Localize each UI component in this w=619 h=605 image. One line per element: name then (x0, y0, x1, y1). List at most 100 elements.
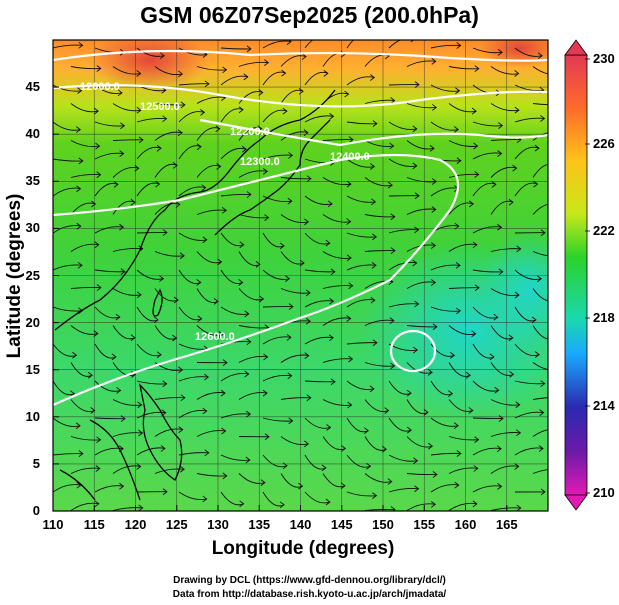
streamline (262, 417, 293, 422)
streamline-arrow (244, 310, 250, 318)
streamline-arrow (346, 315, 352, 322)
streamline-arrow (76, 481, 82, 489)
streamline-arrow (559, 102, 563, 108)
colorbar-bottom-arrow (564, 494, 588, 511)
streamline-arrow (410, 40, 415, 43)
streamline-arrow (538, 445, 544, 452)
streamline (112, 200, 136, 215)
streamline-arrow (260, 479, 266, 486)
streamline-arrow (384, 407, 390, 414)
streamline-arrow (412, 259, 418, 267)
streamline-arrow (448, 390, 454, 398)
streamline-arrow (497, 482, 503, 490)
streamline (53, 225, 81, 234)
streamline (472, 380, 499, 392)
streamline-arrow (119, 482, 125, 490)
streamline (346, 342, 377, 345)
streamline-arrow (282, 462, 288, 470)
streamline-arrow (304, 218, 310, 226)
streamline-arrow (155, 180, 161, 188)
streamline-arrow (93, 330, 99, 338)
streamline (196, 325, 224, 336)
streamline-arrow (454, 481, 460, 489)
streamline (346, 40, 355, 49)
streamline (448, 103, 477, 113)
streamline-arrow (306, 175, 312, 183)
streamline (136, 146, 162, 160)
streamline-arrow (325, 239, 331, 247)
streamline (238, 356, 268, 363)
streamline (94, 269, 125, 273)
streamline (490, 507, 521, 511)
streamline (304, 40, 314, 49)
streamline (136, 306, 159, 322)
streamline (430, 380, 453, 396)
streamline-arrow (329, 113, 335, 120)
streamline (304, 491, 331, 504)
x-axis-label: Longitude (degrees) (211, 538, 395, 559)
streamline (448, 362, 471, 377)
streamline-arrow (162, 229, 168, 236)
streamline (178, 376, 209, 382)
streamline (406, 473, 437, 476)
streamline (304, 454, 327, 470)
streamline-arrow (172, 334, 178, 342)
streamline (532, 325, 548, 340)
x-tick-label: 150 (372, 517, 394, 532)
streamline (136, 343, 162, 357)
streamline (70, 243, 99, 252)
streamline-arrow (94, 500, 100, 508)
streamline (70, 287, 101, 289)
streamline (220, 193, 251, 197)
streamline (430, 121, 459, 131)
streamline-arrow (264, 214, 270, 221)
streamline (262, 336, 292, 345)
streamline-arrow (496, 445, 502, 453)
streamline-arrow (134, 164, 140, 172)
y-tick-label: 25 (25, 267, 40, 283)
y-tick-label: 40 (25, 126, 40, 142)
streamline (178, 232, 207, 241)
streamline-arrow (432, 323, 438, 331)
streamline (70, 140, 100, 148)
streamline (196, 251, 222, 264)
streamline-arrow (75, 126, 81, 133)
streamline-arrow (387, 181, 393, 189)
streamline-arrow (508, 198, 514, 206)
streamline-arrow (489, 353, 495, 361)
streamline (364, 250, 395, 252)
streamline-arrow (78, 157, 84, 165)
streamline-arrow (412, 125, 418, 133)
streamline (262, 491, 285, 507)
streamline (154, 203, 180, 215)
streamline (346, 299, 375, 308)
streamline-arrow (514, 106, 520, 114)
streamline-arrow (288, 152, 294, 159)
x-tick-label: 155 (413, 517, 436, 532)
streamline-arrow (390, 213, 396, 221)
streamline (532, 362, 548, 371)
streamline (406, 362, 433, 374)
streamline (514, 343, 540, 357)
streamline-arrow (244, 370, 250, 378)
streamline-arrow (540, 115, 546, 122)
streamline-arrow (287, 197, 293, 205)
colorbar (564, 39, 590, 511)
contour-label: 12500.0 (140, 101, 180, 113)
streamline (280, 251, 305, 265)
streamline (112, 465, 141, 474)
streamline (346, 454, 371, 468)
streamline-arrow (115, 313, 121, 321)
streamline-arrow (113, 181, 119, 188)
streamline-arrow (324, 40, 325, 41)
streamline-arrow (514, 70, 520, 77)
streamline-arrow (72, 351, 78, 359)
streamline (280, 397, 311, 400)
streamline-arrow (246, 191, 252, 198)
y-tick-label: 45 (25, 79, 40, 95)
y-tick-label: 35 (25, 173, 40, 189)
streamline (388, 229, 419, 234)
streamline-arrow (201, 184, 207, 192)
streamline (70, 66, 101, 70)
streamline-arrow (371, 262, 377, 269)
